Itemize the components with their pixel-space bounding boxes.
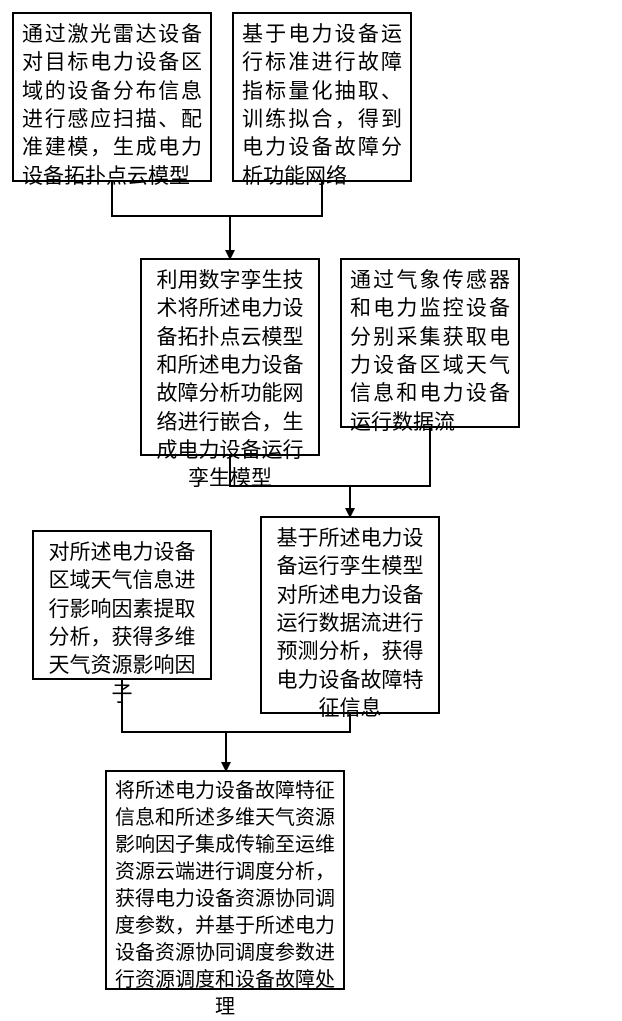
node-predict-analysis: 基于所述电力设备运行孪生模型对所述电力设备运行数据流进行预测分析，获得电力设备故… [260, 516, 440, 714]
node-lidar-scan: 通过激光雷达设备对目标电力设备区域的设备分布信息进行感应扫描、配准建模，生成电力… [12, 12, 212, 182]
node-fault-indicator: 基于电力设备运行标准进行故障指标量化抽取、训练拟合，得到电力设备故障分析功能网络 [232, 12, 412, 182]
node-text: 对所述电力设备区域天气信息进行影响因素提取分析，获得多维天气资源影响因子 [49, 540, 196, 706]
node-sensor-collect: 通过气象传感器和电力监控设备分别采集获取电力设备区域天气信息和电力设备运行数据流 [340, 258, 520, 428]
node-text: 基于电力设备运行标准进行故障指标量化抽取、训练拟合，得到电力设备故障分析功能网络 [242, 22, 402, 188]
node-text: 通过激光雷达设备对目标电力设备区域的设备分布信息进行感应扫描、配准建模，生成电力… [22, 22, 202, 188]
node-text: 基于所述电力设备运行孪生模型对所述电力设备运行数据流进行预测分析，获得电力设备故… [277, 526, 424, 720]
node-weather-factor: 对所述电力设备区域天气信息进行影响因素提取分析，获得多维天气资源影响因子 [32, 530, 212, 680]
node-resource-dispatch: 将所述电力设备故障特征信息和所述多维天气资源影响因子集成传输至运维资源云端进行调… [105, 770, 345, 990]
node-text: 利用数字孪生技术将所述电力设备拓扑点云模型和所述电力设备故障分析功能网络进行嵌合… [157, 268, 304, 490]
node-text: 通过气象传感器和电力监控设备分别采集获取电力设备区域天气信息和电力设备运行数据流 [350, 268, 510, 434]
node-text: 将所述电力设备故障特征信息和所述多维天气资源影响因子集成传输至运维资源云端进行调… [115, 780, 335, 1018]
flowchart-canvas: 通过激光雷达设备对目标电力设备区域的设备分布信息进行感应扫描、配准建模，生成电力… [0, 0, 622, 1000]
node-digital-twin: 利用数字孪生技术将所述电力设备拓扑点云模型和所述电力设备故障分析功能网络进行嵌合… [140, 258, 320, 456]
